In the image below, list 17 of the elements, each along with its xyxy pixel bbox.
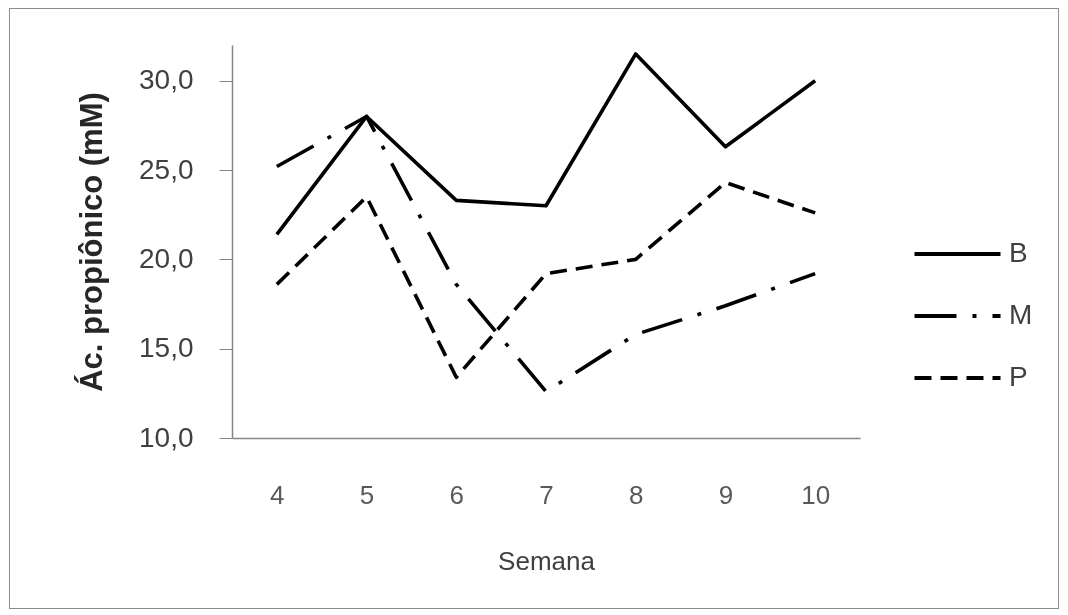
legend-label: M (1009, 299, 1033, 330)
x-tick-label: 4 (270, 479, 285, 510)
y-axis-title: Ác. propiônico (mM) (74, 92, 109, 392)
x-tick-label: 10 (801, 479, 831, 510)
x-tick-label: 8 (628, 479, 644, 510)
y-tick-label: 30,0 (139, 64, 194, 96)
y-tick-label: 10,0 (139, 421, 194, 453)
x-tick-label: 7 (539, 479, 554, 510)
y-tick-label: 15,0 (139, 332, 194, 364)
y-tick-label: 20,0 (139, 242, 194, 274)
y-tick-label: 25,0 (139, 153, 194, 185)
legend-label: P (1009, 361, 1028, 392)
x-axis-title: Semana (498, 545, 596, 576)
x-tick-label: 5 (359, 479, 375, 510)
legend-label: B (1009, 237, 1028, 268)
x-tick-label: 6 (449, 479, 465, 510)
x-tick-label: 9 (718, 479, 734, 510)
